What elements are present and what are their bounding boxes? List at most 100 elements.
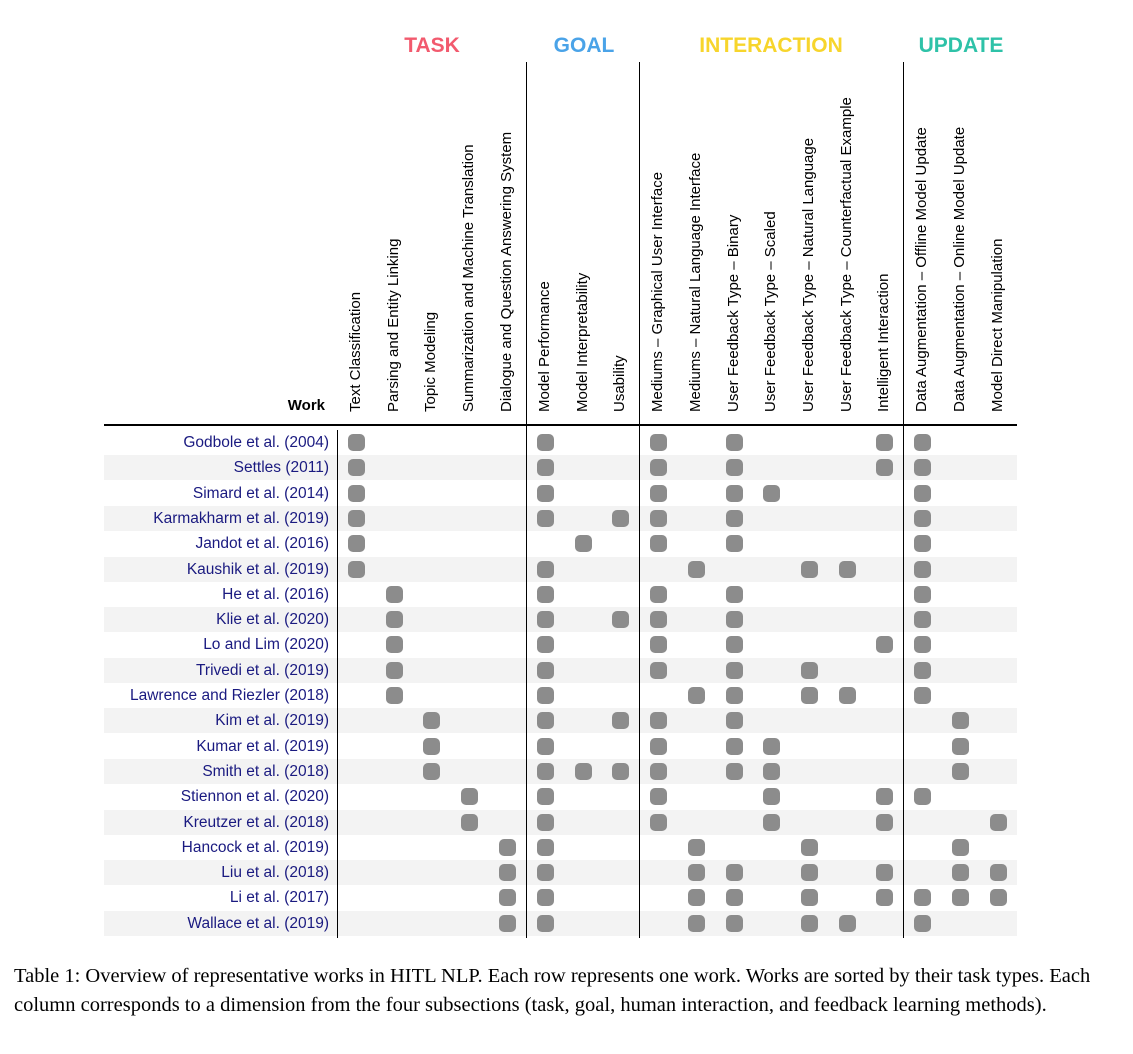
- dimension-mark: [348, 484, 365, 502]
- dimension-mark: [952, 838, 969, 856]
- dimension-mark: [801, 687, 818, 704]
- dimension-mark: [386, 611, 403, 629]
- dimension-mark: [914, 585, 931, 603]
- dimension-mark: [914, 560, 931, 578]
- dimension-mark: [726, 661, 743, 679]
- table-row: Kumar et al. (2019): [104, 734, 1017, 759]
- dimension-mark: [876, 459, 893, 477]
- dimension-mark: [914, 509, 931, 527]
- dimension-mark: [650, 535, 667, 553]
- dimension-mark: [348, 459, 365, 477]
- column-header: Dialogue and Question Answering System: [498, 131, 515, 412]
- dimension-mark: [726, 459, 743, 477]
- column-header: Data Augmentation – Online Model Update: [951, 126, 968, 412]
- work-citation[interactable]: Godbole et al. (2004): [183, 434, 329, 451]
- dimension-mark: [650, 661, 667, 679]
- dimension-mark: [348, 509, 365, 527]
- dimension-mark: [876, 889, 893, 907]
- work-citation[interactable]: Trivedi et al. (2019): [196, 661, 329, 679]
- dimension-mark: [386, 687, 403, 704]
- dimension-mark: [499, 838, 516, 856]
- dimension-mark: [537, 914, 554, 932]
- dimension-mark: [537, 687, 554, 704]
- dimension-mark: [876, 788, 893, 806]
- work-citation[interactable]: Smith et al. (2018): [202, 762, 329, 780]
- dimension-mark: [952, 712, 969, 730]
- dimension-mark: [650, 611, 667, 629]
- work-citation[interactable]: Lawrence and Riezler (2018): [129, 687, 329, 704]
- work-citation[interactable]: Wallace et al. (2019): [187, 914, 329, 932]
- dimension-mark: [914, 788, 931, 806]
- column-header: Mediums – Natural Language Interface: [687, 152, 704, 412]
- column-header: Parsing and Entity Linking: [385, 238, 402, 412]
- work-citation[interactable]: He et al. (2016): [222, 585, 329, 603]
- dimension-mark: [688, 838, 705, 856]
- column-header: Data Augmentation – Offline Model Update: [913, 127, 930, 412]
- header-rule: [104, 424, 1017, 426]
- work-citation[interactable]: Klie et al. (2020): [216, 611, 329, 629]
- dimension-mark: [537, 864, 554, 882]
- table-row: Kim et al. (2019): [104, 708, 1017, 734]
- dimension-mark: [537, 889, 554, 907]
- dimension-mark: [914, 636, 931, 654]
- dimension-mark: [423, 737, 440, 755]
- dimension-mark: [914, 535, 931, 553]
- dimension-mark: [650, 737, 667, 755]
- group-label-goal: GOAL: [553, 34, 615, 57]
- dimension-mark: [537, 712, 554, 730]
- table-row: Li et al. (2017): [104, 885, 1017, 910]
- dimension-mark: [688, 889, 705, 907]
- work-citation[interactable]: Kim et al. (2019): [215, 712, 329, 730]
- work-citation[interactable]: Simard et al. (2014): [192, 484, 329, 502]
- work-citation[interactable]: Jandot et al. (2016): [195, 535, 329, 553]
- work-citation[interactable]: Liu et al. (2018): [221, 864, 329, 882]
- table-row: Lawrence and Riezler (2018): [104, 683, 1017, 708]
- dimension-mark: [726, 535, 743, 553]
- column-divider: [639, 62, 640, 938]
- work-citation[interactable]: Lo and Lim (2020): [203, 636, 329, 654]
- work-citation[interactable]: Karmakharm et al. (2019): [153, 509, 329, 527]
- table-row: Trivedi et al. (2019): [104, 657, 1017, 683]
- dimension-mark: [537, 611, 554, 629]
- dimension-mark: [914, 687, 931, 704]
- table-row: Klie et al. (2020): [104, 607, 1017, 633]
- dimension-mark: [612, 712, 629, 730]
- dimension-mark: [386, 585, 403, 603]
- dimension-mark: [801, 864, 818, 882]
- dimension-mark: [952, 889, 969, 907]
- work-citation[interactable]: Kaushik et al. (2019): [186, 560, 329, 578]
- dimension-mark: [726, 737, 743, 755]
- dimension-mark: [612, 762, 629, 780]
- dimension-mark: [537, 762, 554, 780]
- work-citation[interactable]: Li et al. (2017): [229, 889, 329, 907]
- group-label-update: UPDATE: [918, 34, 1004, 57]
- work-citation[interactable]: Kumar et al. (2019): [196, 737, 329, 755]
- dimension-mark: [423, 712, 440, 730]
- dimension-mark: [650, 813, 667, 831]
- dimension-mark: [801, 889, 818, 907]
- dimension-mark: [537, 509, 554, 527]
- dimension-mark: [763, 813, 780, 831]
- column-header: Model Performance: [536, 281, 553, 412]
- dimension-mark: [612, 611, 629, 629]
- dimension-mark: [726, 864, 743, 882]
- work-citation[interactable]: Hancock et al. (2019): [181, 838, 329, 856]
- work-citation[interactable]: Stiennon et al. (2020): [180, 788, 329, 806]
- group-label-task: TASK: [404, 34, 460, 57]
- work-citation[interactable]: Kreutzer et al. (2018): [183, 813, 329, 831]
- dimension-mark: [876, 434, 893, 451]
- dimension-mark: [876, 813, 893, 831]
- work-citation[interactable]: Settles (2011): [233, 459, 329, 477]
- dimension-mark: [726, 914, 743, 932]
- dimension-mark: [650, 459, 667, 477]
- dimension-mark: [537, 459, 554, 477]
- dimension-mark: [726, 889, 743, 907]
- dimension-mark: [537, 737, 554, 755]
- work-column-header: Work: [287, 397, 325, 414]
- column-header: User Feedback Type – Binary: [725, 214, 742, 412]
- dimension-mark: [537, 585, 554, 603]
- dimension-mark: [537, 560, 554, 578]
- dimension-mark: [726, 484, 743, 502]
- dimension-mark: [537, 434, 554, 451]
